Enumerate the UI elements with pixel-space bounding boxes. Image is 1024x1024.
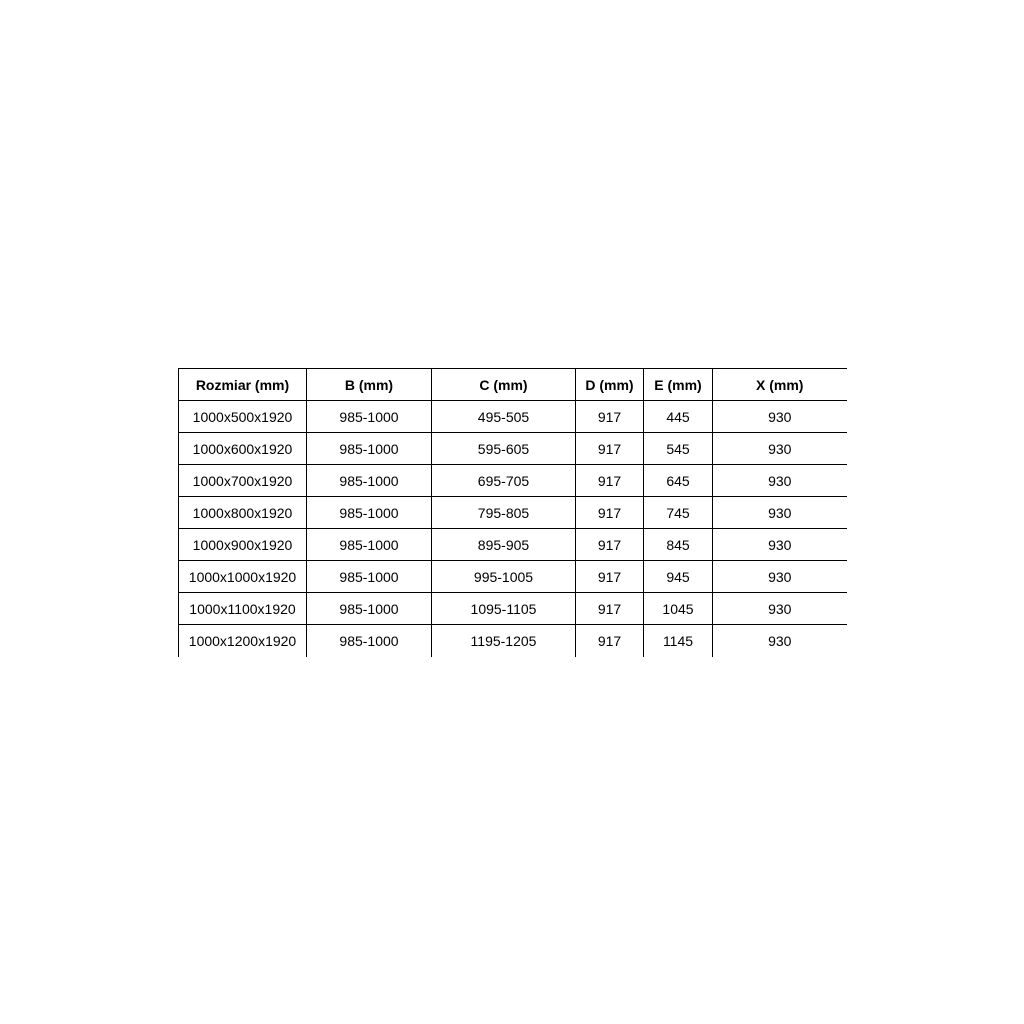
cell-e: 945 xyxy=(643,560,713,593)
cell-x: 930 xyxy=(712,496,847,529)
col-header-b: B (mm) xyxy=(306,368,432,401)
cell-d: 917 xyxy=(575,592,644,625)
cell-d: 917 xyxy=(575,624,644,657)
cell-d: 917 xyxy=(575,432,644,465)
cell-c: 1195-1205 xyxy=(431,624,576,657)
cell-b: 985-1000 xyxy=(306,496,432,529)
cell-d: 917 xyxy=(575,560,644,593)
cell-x: 930 xyxy=(712,464,847,497)
cell-x: 930 xyxy=(712,400,847,433)
cell-c: 995-1005 xyxy=(431,560,576,593)
cell-rozmiar: 1000x900x1920 xyxy=(178,528,307,561)
cell-d: 917 xyxy=(575,528,644,561)
cell-c: 795-805 xyxy=(431,496,576,529)
cell-b: 985-1000 xyxy=(306,624,432,657)
cell-rozmiar: 1000x500x1920 xyxy=(178,400,307,433)
cell-rozmiar: 1000x800x1920 xyxy=(178,496,307,529)
cell-e: 545 xyxy=(643,432,713,465)
col-header-rozmiar: Rozmiar (mm) xyxy=(178,368,307,401)
cell-rozmiar: 1000x600x1920 xyxy=(178,432,307,465)
table-row: 1000x1100x1920 985-1000 1095-1105 917 10… xyxy=(178,592,847,625)
cell-e: 1045 xyxy=(643,592,713,625)
col-header-d: D (mm) xyxy=(575,368,644,401)
table-row: 1000x1200x1920 985-1000 1195-1205 917 11… xyxy=(178,624,847,657)
table-row: 1000x700x1920 985-1000 695-705 917 645 9… xyxy=(178,464,847,497)
col-header-c: C (mm) xyxy=(431,368,576,401)
cell-e: 1145 xyxy=(643,624,713,657)
table-row: 1000x600x1920 985-1000 595-605 917 545 9… xyxy=(178,432,847,465)
cell-x: 930 xyxy=(712,528,847,561)
table-row: 1000x900x1920 985-1000 895-905 917 845 9… xyxy=(178,528,847,561)
cell-e: 645 xyxy=(643,464,713,497)
cell-x: 930 xyxy=(712,592,847,625)
cell-c: 895-905 xyxy=(431,528,576,561)
cell-b: 985-1000 xyxy=(306,528,432,561)
cell-d: 917 xyxy=(575,464,644,497)
cell-x: 930 xyxy=(712,432,847,465)
cell-b: 985-1000 xyxy=(306,464,432,497)
cell-x: 930 xyxy=(712,560,847,593)
table-header-row: Rozmiar (mm) B (mm) C (mm) D (mm) E (mm)… xyxy=(178,368,847,401)
dimensions-table: Rozmiar (mm) B (mm) C (mm) D (mm) E (mm)… xyxy=(178,368,847,657)
table-row: 1000x1000x1920 985-1000 995-1005 917 945… xyxy=(178,560,847,593)
cell-d: 917 xyxy=(575,400,644,433)
col-header-x: X (mm) xyxy=(712,368,847,401)
cell-b: 985-1000 xyxy=(306,432,432,465)
col-header-e: E (mm) xyxy=(643,368,713,401)
cell-e: 745 xyxy=(643,496,713,529)
dimensions-table-container: Rozmiar (mm) B (mm) C (mm) D (mm) E (mm)… xyxy=(178,368,847,657)
cell-x: 930 xyxy=(712,624,847,657)
cell-rozmiar: 1000x1200x1920 xyxy=(178,624,307,657)
cell-b: 985-1000 xyxy=(306,560,432,593)
cell-rozmiar: 1000x1000x1920 xyxy=(178,560,307,593)
cell-b: 985-1000 xyxy=(306,400,432,433)
cell-c: 1095-1105 xyxy=(431,592,576,625)
cell-c: 695-705 xyxy=(431,464,576,497)
cell-e: 445 xyxy=(643,400,713,433)
table-row: 1000x800x1920 985-1000 795-805 917 745 9… xyxy=(178,496,847,529)
table-row: 1000x500x1920 985-1000 495-505 917 445 9… xyxy=(178,400,847,433)
cell-c: 495-505 xyxy=(431,400,576,433)
cell-e: 845 xyxy=(643,528,713,561)
cell-b: 985-1000 xyxy=(306,592,432,625)
cell-rozmiar: 1000x1100x1920 xyxy=(178,592,307,625)
cell-d: 917 xyxy=(575,496,644,529)
cell-c: 595-605 xyxy=(431,432,576,465)
cell-rozmiar: 1000x700x1920 xyxy=(178,464,307,497)
